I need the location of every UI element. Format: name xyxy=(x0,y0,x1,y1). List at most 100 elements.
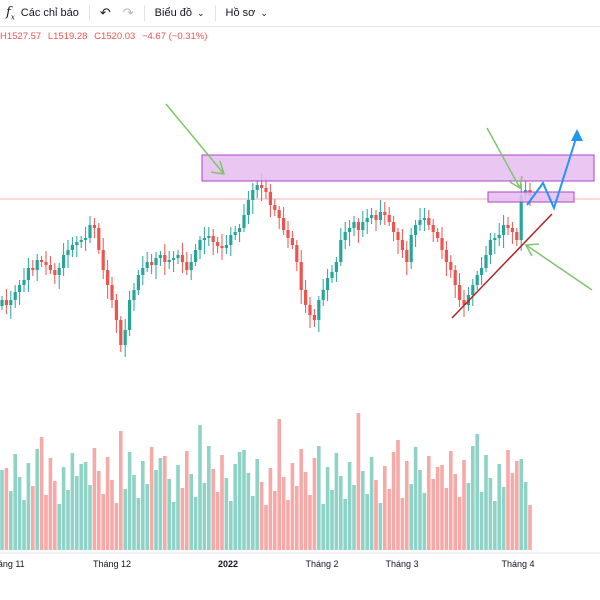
chart-type-dropdown[interactable]: Biểu đồ ⌄ xyxy=(149,0,211,26)
pointer-arrows xyxy=(165,103,593,291)
volume-bar xyxy=(295,486,299,550)
volume-bar xyxy=(233,464,237,550)
volume-bar xyxy=(31,486,35,550)
redo-button[interactable]: ↷ xyxy=(117,0,140,26)
volume-bar xyxy=(339,476,343,550)
volume-layer xyxy=(0,413,532,550)
arrow-2-head-icon xyxy=(509,175,523,190)
profile-dropdown[interactable]: Hồ sơ ⌄ xyxy=(220,0,274,26)
candle-body xyxy=(119,320,123,345)
candle-body xyxy=(277,210,281,218)
time-axis-label: Tháng 3 xyxy=(385,559,418,569)
volume-bar xyxy=(317,446,321,550)
volume-bar xyxy=(92,448,97,550)
volume-bar xyxy=(127,452,132,550)
volume-bar xyxy=(501,487,506,550)
volume-bar xyxy=(101,494,105,550)
candle-body xyxy=(0,300,4,306)
chart-type-label: Biểu đồ xyxy=(154,7,192,19)
candle-body xyxy=(343,232,347,240)
candle-body xyxy=(312,315,316,320)
volume-bar xyxy=(88,485,92,550)
time-axis-label: Tháng 2 xyxy=(305,559,338,569)
volume-bar xyxy=(444,488,449,550)
volume-bar xyxy=(70,453,75,550)
time-axis-label: Tháng 12 xyxy=(93,559,131,569)
candle-body xyxy=(339,240,343,262)
volume-bar xyxy=(97,471,101,550)
volume-bar xyxy=(418,470,422,550)
candle-body xyxy=(194,250,198,262)
candle-body xyxy=(246,200,250,215)
candle-body xyxy=(66,250,70,255)
candle-body xyxy=(167,260,171,262)
candle-body xyxy=(475,275,479,285)
candle-body xyxy=(515,232,519,240)
volume-bar xyxy=(83,462,88,550)
candle-body xyxy=(484,255,488,268)
volume-bar xyxy=(110,480,114,550)
redo-icon: ↷ xyxy=(122,5,134,20)
volume-bar xyxy=(506,450,510,550)
candle-body xyxy=(26,268,30,280)
candle-body xyxy=(405,250,409,262)
ascending-trendline[interactable] xyxy=(451,213,553,319)
candle-body xyxy=(370,215,374,218)
candle-body xyxy=(57,268,61,275)
arrow-3-head-icon xyxy=(524,243,540,257)
volume-bar xyxy=(383,466,387,550)
candle-body xyxy=(238,228,242,232)
candle-body xyxy=(497,235,501,238)
volume-bar xyxy=(510,473,515,550)
indicators-label: Các chỉ báo xyxy=(20,7,79,19)
volume-bar xyxy=(378,503,383,550)
candle-body xyxy=(92,225,96,228)
volume-bar xyxy=(207,446,211,550)
arrow-1-head-icon xyxy=(210,160,226,175)
volume-bar xyxy=(246,473,251,550)
candle-body xyxy=(286,230,290,238)
candle-body xyxy=(400,240,404,250)
candle-body xyxy=(480,268,484,275)
candle-body xyxy=(180,255,184,262)
volume-bar xyxy=(479,492,484,550)
resistance-zone-upper[interactable] xyxy=(201,154,595,182)
arrow-3 xyxy=(525,244,593,291)
candle-body xyxy=(506,225,510,228)
projection-path[interactable] xyxy=(526,134,578,211)
volume-bar xyxy=(35,449,39,550)
candle-body xyxy=(378,212,382,220)
resistance-zone-lower[interactable] xyxy=(487,191,575,203)
volume-bar xyxy=(158,458,163,550)
volume-bar xyxy=(255,459,259,550)
candle-body xyxy=(4,300,8,305)
volume-bar xyxy=(325,467,330,550)
volume-bar xyxy=(193,497,198,550)
indicators-button[interactable]: fx Các chỉ báo xyxy=(0,0,85,26)
ohlc-low: L1519.28 xyxy=(47,31,88,42)
volume-bar xyxy=(308,495,312,550)
volume-bar xyxy=(123,489,127,550)
candle-body xyxy=(317,300,321,320)
volume-bar xyxy=(356,413,361,550)
profile-label: Hồ sơ xyxy=(225,7,256,19)
time-axis-label: Tháng 4 xyxy=(501,559,534,569)
candle-body xyxy=(40,260,44,262)
volume-bar xyxy=(4,468,9,550)
volume-bar xyxy=(387,489,391,550)
candle-body xyxy=(519,195,523,240)
ohlc-change: −4.67 (−0.31%) xyxy=(141,31,208,42)
volume-bar xyxy=(369,457,374,550)
volume-bar xyxy=(515,461,519,550)
volume-bar xyxy=(119,431,123,550)
volume-bar xyxy=(39,437,44,550)
candle-body xyxy=(158,255,162,258)
candle-body xyxy=(304,290,308,305)
candle-body xyxy=(101,250,105,270)
undo-button[interactable]: ↶ xyxy=(94,0,117,26)
candle-body xyxy=(48,265,52,270)
volume-bar xyxy=(259,482,264,550)
candle-body xyxy=(163,255,167,262)
volume-bar xyxy=(0,470,4,550)
